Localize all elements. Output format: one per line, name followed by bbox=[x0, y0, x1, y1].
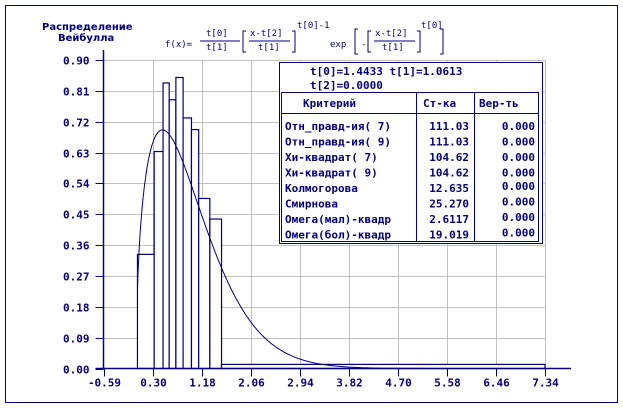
criterion-name: Омега(мал)-квадр bbox=[285, 213, 391, 226]
svg-text:exp: exp bbox=[330, 40, 346, 50]
y-tick-label: 0.36 bbox=[63, 240, 90, 253]
statistic-value: 104.62 bbox=[429, 151, 469, 164]
criterion-name: Хи-квадрат( 7) bbox=[285, 151, 378, 164]
probability-value: 0.000 bbox=[502, 196, 535, 209]
table-row: Омега(мал)-квадр 2.6117 0.000 bbox=[285, 211, 535, 226]
table-row: Отн_правд-ия( 7) 111.03 0.000 bbox=[285, 120, 535, 133]
svg-text:t[0]-1: t[0]-1 bbox=[297, 21, 330, 31]
x-tick-label: 3.82 bbox=[336, 377, 363, 390]
criterion-name: Смирнова bbox=[285, 198, 338, 211]
probability-value: 0.000 bbox=[502, 211, 535, 224]
x-tick-label: 5.58 bbox=[434, 377, 461, 390]
axes: -0.59 0.30 1.18 2.06 2.94 3.82 4.70 5.58 6.46 7.3… bbox=[63, 50, 571, 390]
statistic-value: 111.03 bbox=[429, 120, 469, 133]
criterion-name: Хи-квадрат( 9) bbox=[285, 167, 378, 180]
y-tick-label: 0.54 bbox=[63, 178, 90, 191]
table-row: Колмогорова 12.635 0.000 bbox=[285, 180, 535, 195]
table-row: Смирнова 25.270 0.000 bbox=[285, 196, 535, 211]
histogram-bar bbox=[136, 253, 155, 370]
table-row: Хи-квадрат( 9) 104.62 0.000 bbox=[285, 167, 535, 180]
x-tick-label: 2.06 bbox=[238, 377, 265, 390]
params-line2: t[2]=0.0000 bbox=[310, 79, 383, 92]
histogram-bar bbox=[190, 128, 200, 370]
svg-text:f(x)=: f(x)= bbox=[165, 40, 193, 50]
x-tick-label: 2.94 bbox=[287, 377, 314, 390]
y-tick-label: 0.45 bbox=[63, 209, 90, 222]
x-tick-label: 1.18 bbox=[189, 377, 216, 390]
x-tick-label: 0.30 bbox=[140, 377, 167, 390]
y-tick-label: 0.27 bbox=[63, 271, 90, 284]
table-header-criterion: Критерий bbox=[303, 97, 356, 110]
histogram-bar bbox=[175, 76, 184, 370]
histogram-bars bbox=[136, 76, 546, 370]
probability-value: 0.000 bbox=[502, 136, 535, 149]
criterion-name: Отн_правд-ия( 9) bbox=[285, 136, 391, 149]
histogram-bar bbox=[153, 150, 164, 370]
probability-value: 0.000 bbox=[502, 167, 535, 180]
svg-text:-: - bbox=[361, 40, 366, 50]
statistic-value: 111.03 bbox=[429, 136, 469, 149]
statistic-value: 25.270 bbox=[429, 198, 469, 211]
table-rows: Отн_правд-ия( 7) 111.03 0.000Отн_правд-ия(… bbox=[285, 120, 535, 242]
histogram-bar bbox=[162, 82, 170, 370]
y-tick-label: 0.81 bbox=[63, 86, 90, 99]
chart-title-line1: Распределение bbox=[42, 22, 133, 33]
statistic-value: 19.019 bbox=[429, 229, 469, 242]
statistic-value: 104.62 bbox=[429, 167, 469, 180]
probability-value: 0.000 bbox=[502, 151, 535, 164]
svg-text:t[0]: t[0] bbox=[421, 21, 443, 31]
criterion-name: Омега(бол)-квадр bbox=[285, 229, 391, 242]
table-row: Отн_правд-ия( 9) 111.03 0.000 bbox=[285, 136, 535, 149]
y-tick-label: 0.18 bbox=[63, 302, 90, 315]
probability-value: 0.000 bbox=[502, 120, 535, 133]
statistic-value: 2.6117 bbox=[429, 213, 469, 226]
params-line1: t[0]=1.4433 t[1]=1.0613 bbox=[310, 65, 462, 78]
table-row: Хи-квадрат( 7) 104.62 0.000 bbox=[285, 151, 535, 164]
x-tick-label: 4.70 bbox=[385, 377, 412, 390]
table-header-statistic: Ст-ка bbox=[423, 97, 456, 110]
probability-value: 0.000 bbox=[502, 227, 535, 240]
y-tick-label: 0.72 bbox=[63, 117, 90, 130]
svg-text:x-t[2]: x-t[2] bbox=[375, 29, 408, 39]
y-tick-label: 0.63 bbox=[63, 148, 90, 161]
table-row: Омега(бол)-квадр 19.019 0.000 bbox=[285, 227, 535, 242]
histogram-bar bbox=[182, 117, 193, 370]
probability-value: 0.000 bbox=[502, 180, 535, 193]
chart-title-line2: Вейбулла bbox=[58, 32, 114, 44]
y-tick-label: 0.90 bbox=[63, 55, 90, 68]
x-tick-label: 6.46 bbox=[483, 377, 510, 390]
y-tick-label: 0.00 bbox=[63, 364, 90, 377]
svg-text:t[1]: t[1] bbox=[382, 43, 404, 53]
statistic-value: 12.635 bbox=[429, 182, 469, 195]
stats-panel: t[0]=1.4433 t[1]=1.0613 t[2]=0.0000 Крит… bbox=[279, 62, 543, 244]
svg-text:x-t[2]: x-t[2] bbox=[250, 29, 283, 39]
y-tick-label: 0.09 bbox=[63, 333, 90, 346]
outer-frame bbox=[5, 5, 618, 403]
svg-text:t[1]: t[1] bbox=[258, 43, 280, 53]
svg-text:t[1]: t[1] bbox=[206, 43, 228, 53]
x-tick-label: 7.34 bbox=[532, 377, 559, 390]
x-tick-label: -0.59 bbox=[88, 377, 121, 390]
criterion-name: Колмогорова bbox=[285, 182, 358, 195]
table-header-probability: Вер-ть bbox=[479, 97, 519, 110]
formula: f(x)= t[0] t[1] x-t[2] t[1] t[0]-1 exp -… bbox=[165, 21, 444, 55]
svg-text:t[0]: t[0] bbox=[206, 29, 228, 39]
criterion-name: Отн_правд-ия( 7) bbox=[285, 120, 391, 133]
